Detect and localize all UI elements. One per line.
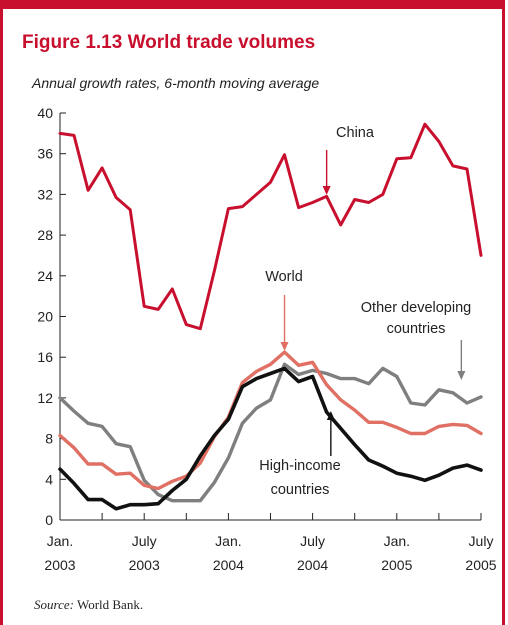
y-tick-label: 40 [37,105,53,121]
x-tick-label: 2004 [297,557,328,573]
x-tick-label: 2003 [44,557,75,573]
x-tick-label: 2005 [381,557,412,573]
source-label: Source: [34,597,74,612]
y-tick-label: 8 [45,431,53,447]
x-tick-label: July [300,533,325,549]
figure-title: Figure 1.13 World trade volumes [22,32,316,53]
frame-left-border [0,0,3,625]
y-tick-label: 4 [45,471,53,487]
x-tick-label: Jan. [47,533,73,549]
y-tick-label: 36 [37,146,53,162]
y-tick-label: 28 [37,227,53,243]
series-label-china: China [336,125,375,141]
series-line-other-developing-countries [58,362,483,503]
source-note: Source: World Bank. [34,597,143,613]
frame-right-border [502,0,505,625]
series-label-world: World [265,269,303,285]
series-line-china [58,122,483,331]
y-tick-label: 12 [37,390,53,406]
x-tick-label: Jan. [384,533,410,549]
series-pointer-head-china [322,186,331,195]
y-tick-label: 16 [37,349,53,365]
series-label-high-income-countries: countries [271,482,330,498]
series-label-other-developing-countries: Other developing [361,300,471,316]
figure-subtitle: Annual growth rates, 6-month moving aver… [32,75,320,91]
series-pointer-head-world [280,342,289,351]
x-tick-label: 2003 [129,557,160,573]
series-pointer-head-high-income-countries [326,411,335,420]
series-label-other-developing-countries: countries [387,321,446,337]
series-pointer-head-other-developing-countries [457,371,466,380]
x-tick-label: July [469,533,494,549]
x-tick-label: 2004 [213,557,244,573]
y-tick-label: 32 [37,186,53,202]
x-tick-label: 2005 [465,557,496,573]
y-tick-label: 20 [37,309,53,325]
source-text: World Bank. [73,597,144,612]
series-line-world [58,350,483,491]
y-tick-label: 0 [45,512,53,528]
series-label-high-income-countries: High-income [259,458,340,474]
x-tick-label: Jan. [215,533,241,549]
y-tick-label: 24 [37,268,53,284]
x-tick-label: July [132,533,157,549]
frame-top-bar [0,0,505,9]
series-line-high-income-countries [58,366,483,511]
